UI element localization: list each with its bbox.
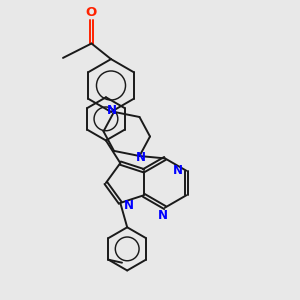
- Text: N: N: [136, 151, 146, 164]
- Text: N: N: [158, 209, 168, 222]
- Text: N: N: [173, 164, 183, 177]
- Text: O: O: [86, 6, 97, 20]
- Text: N: N: [106, 104, 117, 117]
- Text: N: N: [124, 199, 134, 212]
